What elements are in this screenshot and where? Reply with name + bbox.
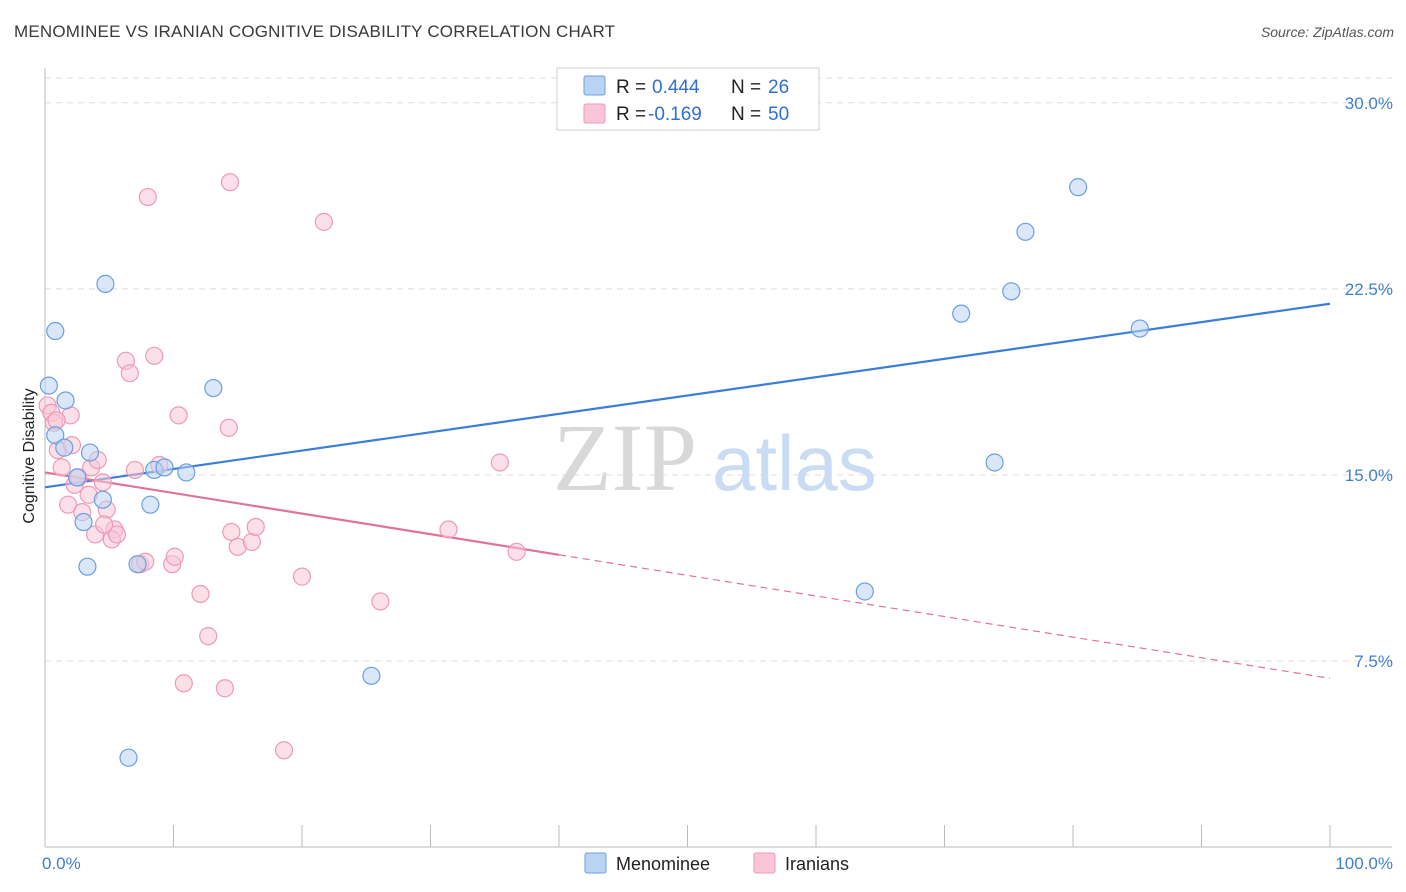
menominee-point bbox=[69, 469, 86, 486]
watermark: ZIP atlas bbox=[553, 404, 877, 511]
iranians-point bbox=[126, 461, 143, 478]
bottom-legend-iranians: Iranians bbox=[785, 854, 849, 874]
iranians-point bbox=[216, 680, 233, 697]
iranians-point bbox=[372, 593, 389, 610]
iranians-point bbox=[508, 543, 525, 560]
menominee-point bbox=[75, 514, 92, 531]
grid-layer bbox=[45, 78, 1392, 661]
legend-n-label: N = bbox=[731, 77, 761, 98]
legend-r-value: -0.169 bbox=[648, 104, 702, 125]
y-tick-label: 15.0% bbox=[1345, 466, 1393, 485]
x-tick-label-min: 0.0% bbox=[42, 854, 81, 873]
iranians-point bbox=[220, 419, 237, 436]
menominee-point bbox=[953, 305, 970, 322]
legend: R = 0.444 N = 26 R = -0.169 N = 50 bbox=[557, 68, 819, 130]
iranians-point bbox=[222, 174, 239, 191]
iranians-point bbox=[200, 628, 217, 645]
menominee-point bbox=[986, 454, 1003, 471]
watermark-atlas: atlas bbox=[712, 419, 877, 507]
menominee-point bbox=[156, 459, 173, 476]
legend-r-label: R = bbox=[616, 104, 646, 125]
menominee-point bbox=[1070, 179, 1087, 196]
trendline-dashed-iranians bbox=[559, 555, 1330, 679]
menominee-point bbox=[142, 496, 159, 513]
chart-canvas: 7.5%15.0%22.5%30.0%0.0% 100.0% ZIP atlas … bbox=[0, 0, 1406, 892]
menominee-point bbox=[1017, 223, 1034, 240]
menominee-point bbox=[120, 749, 137, 766]
iranians-point bbox=[146, 347, 163, 364]
y-tick-label: 7.5% bbox=[1354, 652, 1393, 671]
iranians-point bbox=[166, 548, 183, 565]
iranians-point bbox=[53, 459, 70, 476]
menominee-point bbox=[47, 323, 64, 340]
trendline-iranians bbox=[45, 472, 559, 554]
bottom-legend: Menominee Iranians bbox=[585, 853, 849, 874]
legend-n-value: 26 bbox=[768, 77, 789, 98]
iranians-point bbox=[440, 521, 457, 538]
y-tick-label: 30.0% bbox=[1345, 94, 1393, 113]
iranians-point bbox=[94, 474, 111, 491]
legend-n-value: 50 bbox=[768, 104, 789, 125]
watermark-zip: ZIP bbox=[553, 404, 697, 511]
menominee-point bbox=[57, 392, 74, 409]
menominee-point bbox=[40, 377, 57, 394]
menominee-point bbox=[56, 439, 73, 456]
legend-swatch-pink bbox=[584, 104, 605, 123]
y-tick-label: 22.5% bbox=[1345, 280, 1393, 299]
bottom-legend-swatch-menominee bbox=[585, 853, 606, 873]
menominee-point bbox=[178, 464, 195, 481]
legend-n-label: N = bbox=[731, 104, 761, 125]
menominee-point bbox=[97, 275, 114, 292]
menominee-point bbox=[363, 667, 380, 684]
menominee-point bbox=[1003, 283, 1020, 300]
menominee-point bbox=[1131, 320, 1148, 337]
iranians-point bbox=[491, 454, 508, 471]
iranians-point bbox=[96, 516, 113, 533]
menominee-point bbox=[81, 444, 98, 461]
bottom-legend-swatch-iranians bbox=[754, 853, 775, 873]
menominee-point bbox=[94, 491, 111, 508]
iranians-point bbox=[315, 213, 332, 230]
legend-r-value: 0.444 bbox=[652, 77, 700, 98]
iranians-point bbox=[175, 675, 192, 692]
iranians-point bbox=[121, 365, 138, 382]
x-tick-label-max: 100.0% bbox=[1335, 854, 1393, 873]
iranians-point bbox=[247, 518, 264, 535]
iranians-point bbox=[243, 533, 260, 550]
menominee-point bbox=[205, 380, 222, 397]
menominee-point bbox=[856, 583, 873, 600]
menominee-point bbox=[79, 558, 96, 575]
bottom-legend-menominee: Menominee bbox=[616, 854, 710, 874]
iranians-point bbox=[139, 189, 156, 206]
legend-swatch-blue bbox=[584, 76, 605, 95]
iranians-point bbox=[170, 407, 187, 424]
legend-r-label: R = bbox=[616, 77, 646, 98]
iranians-point bbox=[192, 585, 209, 602]
y-axis-label: Cognitive Disability bbox=[21, 388, 38, 523]
menominee-point bbox=[129, 556, 146, 573]
iranians-point bbox=[294, 568, 311, 585]
iranians-point bbox=[276, 742, 293, 759]
